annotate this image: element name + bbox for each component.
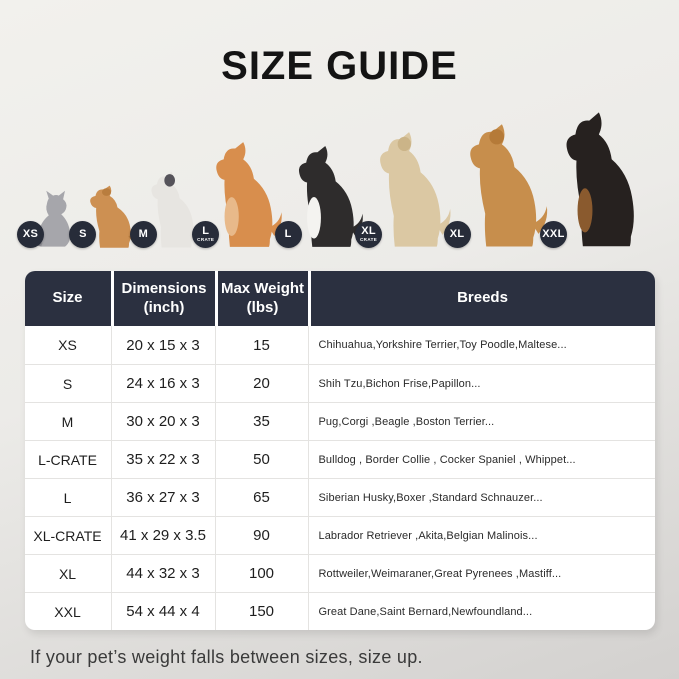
golden-retriever-illustration [469, 124, 547, 247]
table-header-row: Size Dimensions (inch) Max Weight (lbs) … [24, 271, 655, 326]
size-badge-xxl: XXL [539, 221, 567, 248]
page-title: SIZE GUIDE [221, 44, 458, 88]
animal-french-bulldog: M [129, 171, 203, 249]
size-badge-xl-crate: XL CRATE [355, 221, 383, 248]
cell-max-weight: 35 [214, 402, 308, 440]
size-badge-m: M [129, 221, 157, 248]
header-label: Breeds [457, 289, 508, 307]
shiba-inu-illustration [216, 142, 283, 247]
cell-dimensions: 24 x 16 x 3 [110, 364, 215, 402]
cell-breeds: Chihuahua,Yorkshire Terrier,Toy Poodle,M… [307, 326, 655, 364]
size-badge-l-crate: L CRATE [192, 221, 220, 248]
table-row: M 30 x 20 x 3 35 Pug,Corgi ,Beagle ,Bost… [24, 402, 655, 440]
animal-border-collie: L [274, 145, 366, 249]
cell-breeds: Pug,Corgi ,Beagle ,Boston Terrier... [307, 402, 655, 440]
cell-breeds: Bulldog , Border Collie , Cocker Spaniel… [307, 440, 655, 478]
table-row: S 24 x 16 x 3 20 Shih Tzu,Bichon Frise,P… [24, 364, 655, 402]
animal-pomeranian: S [69, 185, 140, 249]
header-max-weight: Max Weight (lbs) [214, 271, 308, 326]
animal-labrador: XL CRATE [355, 131, 454, 249]
table-row: XL 44 x 32 x 3 100 Rottweiler,Weimaraner… [24, 554, 655, 592]
cell-size: XS [58, 337, 77, 353]
size-badge-l: L [274, 221, 302, 248]
size-badge-xs: XS [17, 221, 44, 248]
cell-size: L-CRATE [24, 440, 111, 478]
cell-size: S [24, 364, 111, 402]
size-badge-xl: XL [443, 221, 471, 248]
cell-size: XL [24, 554, 111, 592]
size-badge-label: XL [449, 228, 465, 240]
cell-dimensions: 36 x 27 x 3 [110, 478, 215, 516]
size-badge-s: S [69, 221, 97, 248]
cell-size: M [24, 402, 111, 440]
cell-size: XXL [24, 592, 111, 630]
animal-shiba-inu: L CRATE [192, 141, 285, 249]
size-badge-sublabel: CRATE [197, 237, 215, 243]
header-sublabel: (lbs) [246, 298, 279, 316]
cell-dimensions: 54 x 44 x 4 [110, 592, 215, 630]
size-badge-label: XL [361, 225, 376, 238]
size-badge-label: S [79, 228, 87, 240]
french-bulldog-illustration [151, 171, 194, 248]
size-badge-label: L [202, 225, 210, 238]
pets-size-lineup: XS S M L CRATE [17, 99, 649, 249]
size-badge-label: XXL [542, 228, 565, 240]
cell-max-weight: 90 [214, 516, 308, 554]
header-dimensions: Dimensions (inch) [110, 271, 215, 326]
table-row: L 36 x 27 x 3 65 Siberian Husky,Boxer ,S… [24, 478, 655, 516]
cell-max-weight: 50 [214, 440, 308, 478]
cell-max-weight: 20 [214, 364, 308, 402]
cell-breeds: Shih Tzu,Bichon Frise,Papillon... [307, 364, 655, 402]
header-label: Size [52, 289, 83, 307]
table-row: L-CRATE 35 x 22 x 3 50 Bulldog , Border … [24, 440, 655, 478]
labrador-illustration [380, 132, 451, 247]
table-row: XXL 54 x 44 x 4 150 Great Dane,Saint Ber… [24, 592, 655, 630]
cell-max-weight: 15 [214, 326, 308, 364]
cell-dimensions: 30 x 20 x 3 [110, 402, 215, 440]
cell-size: L [24, 478, 111, 516]
cell-dimensions: 41 x 29 x 3.5 [110, 516, 215, 554]
animal-cat: XS [17, 189, 80, 249]
header-size: Size [24, 271, 111, 326]
animal-doberman: XXL [539, 111, 649, 249]
size-badge-label: M [138, 228, 149, 240]
cell-max-weight: 100 [214, 554, 308, 592]
size-guide-table: Size Dimensions (inch) Max Weight (lbs) … [24, 271, 655, 630]
doberman-illustration [566, 112, 634, 247]
cell-breeds: Labrador Retriever ,Akita,Belgian Malino… [307, 516, 655, 554]
border-collie-illustration [298, 146, 363, 247]
cell-dimensions: 20 x 15 x 3 [110, 326, 215, 364]
header-breeds: Breeds [307, 271, 655, 326]
table-row: XL-CRATE 41 x 29 x 3.5 90 Labrador Retri… [24, 516, 655, 554]
cell-breeds: Rottweiler,Weimaraner,Great Pyrenees ,Ma… [307, 554, 655, 592]
table-row: XS 20 x 15 x 3 15 Chihuahua,Yorkshire Te… [25, 326, 655, 364]
cell-dimensions: 44 x 32 x 3 [110, 554, 215, 592]
header-label: Dimensions [121, 279, 207, 297]
cell-size: XL-CRATE [24, 516, 111, 554]
size-badge-sublabel: CRATE [360, 237, 378, 243]
cell-breeds: Siberian Husky,Boxer ,Standard Schnauzer… [307, 478, 655, 516]
header-label: Max Weight [220, 279, 305, 297]
animal-golden-retriever: XL [443, 123, 551, 249]
cell-dimensions: 35 x 22 x 3 [110, 440, 215, 478]
cell-max-weight: 150 [214, 592, 308, 630]
size-badge-label: L [284, 228, 292, 240]
size-badge-label: XS [22, 228, 39, 240]
cell-breeds: Great Dane,Saint Bernard,Newfoundland... [307, 592, 655, 630]
sizing-advice-note: If your pet’s weight falls between sizes… [30, 647, 423, 667]
header-sublabel: (inch) [143, 298, 185, 316]
cell-max-weight: 65 [214, 478, 308, 516]
